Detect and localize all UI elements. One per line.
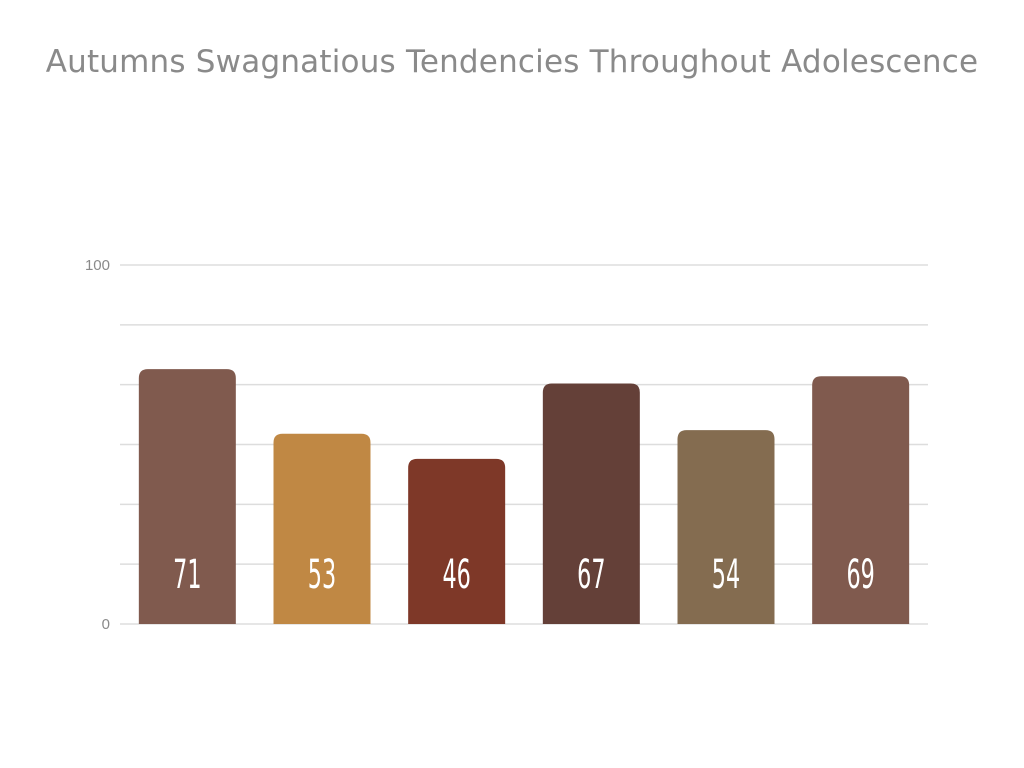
data-label: 69 bbox=[846, 551, 874, 598]
bar bbox=[542, 383, 640, 624]
y-tick-label: 100 bbox=[85, 257, 110, 274]
data-label: 53 bbox=[308, 551, 336, 598]
bar bbox=[812, 376, 910, 624]
data-label: 54 bbox=[712, 551, 740, 598]
data-label: 71 bbox=[173, 551, 201, 598]
chart-title: Autumns Swagnatious Tendencies Throughou… bbox=[45, 44, 979, 80]
bar bbox=[138, 369, 236, 624]
y-tick-label: 0 bbox=[102, 616, 110, 633]
bar bbox=[677, 430, 775, 624]
data-label: 67 bbox=[577, 551, 605, 598]
bar bbox=[408, 458, 506, 624]
bar bbox=[273, 433, 371, 624]
data-label: 46 bbox=[442, 551, 470, 598]
